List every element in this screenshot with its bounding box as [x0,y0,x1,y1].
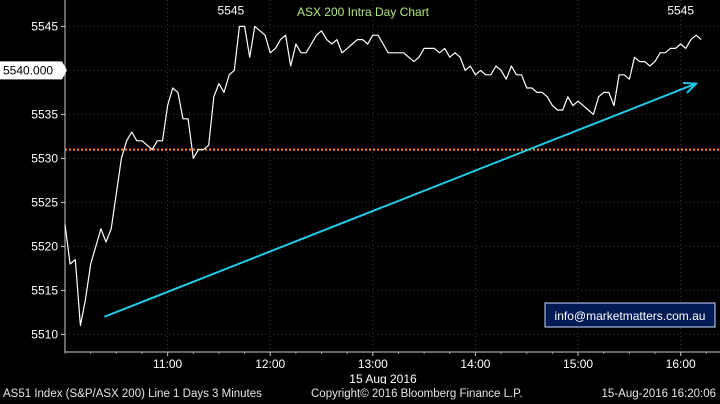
y-tick-label: 5530 [31,151,58,165]
trend-arrow-head [683,82,699,94]
last-value-label: 5540.000 [3,63,53,77]
asx200-intraday-chart: 5510551555205525553055355540554511:0012:… [0,0,720,384]
y-tick-label: 5525 [31,195,58,209]
watermark-text: info@marketmatters.com.au [555,309,706,323]
footer-bar: AS51 Index (S&P/ASX 200) Line 1 Days 3 M… [0,384,720,404]
footer-security-info: AS51 Index (S&P/ASX 200) Line 1 Days 3 M… [3,388,262,400]
y-tick-label: 5545 [31,19,58,33]
price-line [64,25,702,327]
x-tick-label: 16:00 [666,357,696,371]
footer-timestamp: 15-Aug-2016 16:20:06 [601,388,716,400]
trend-arrow-line [103,82,697,318]
y-tick-label: 5515 [31,283,58,297]
last-value-box [0,61,62,80]
x-tick-label: 15:00 [563,357,593,371]
y-tick-label: 5520 [31,239,58,253]
last-value-pointer [62,61,67,80]
high-annotation: 5545 [667,3,694,17]
x-axis-label: 15 Aug 2016 [349,372,417,384]
chart-title: ASX 200 Intra Day Chart [297,5,430,19]
x-tick-label: 14:00 [460,357,490,371]
y-tick-label: 5535 [31,107,58,121]
x-tick-label: 12:00 [255,357,285,371]
x-tick-label: 13:00 [358,357,388,371]
y-tick-label: 5510 [31,327,58,341]
footer-copyright: Copyright© 2016 Bloomberg Finance L.P. [311,388,523,400]
x-tick-label: 11:00 [153,357,182,371]
high-annotation: 5545 [218,3,245,17]
